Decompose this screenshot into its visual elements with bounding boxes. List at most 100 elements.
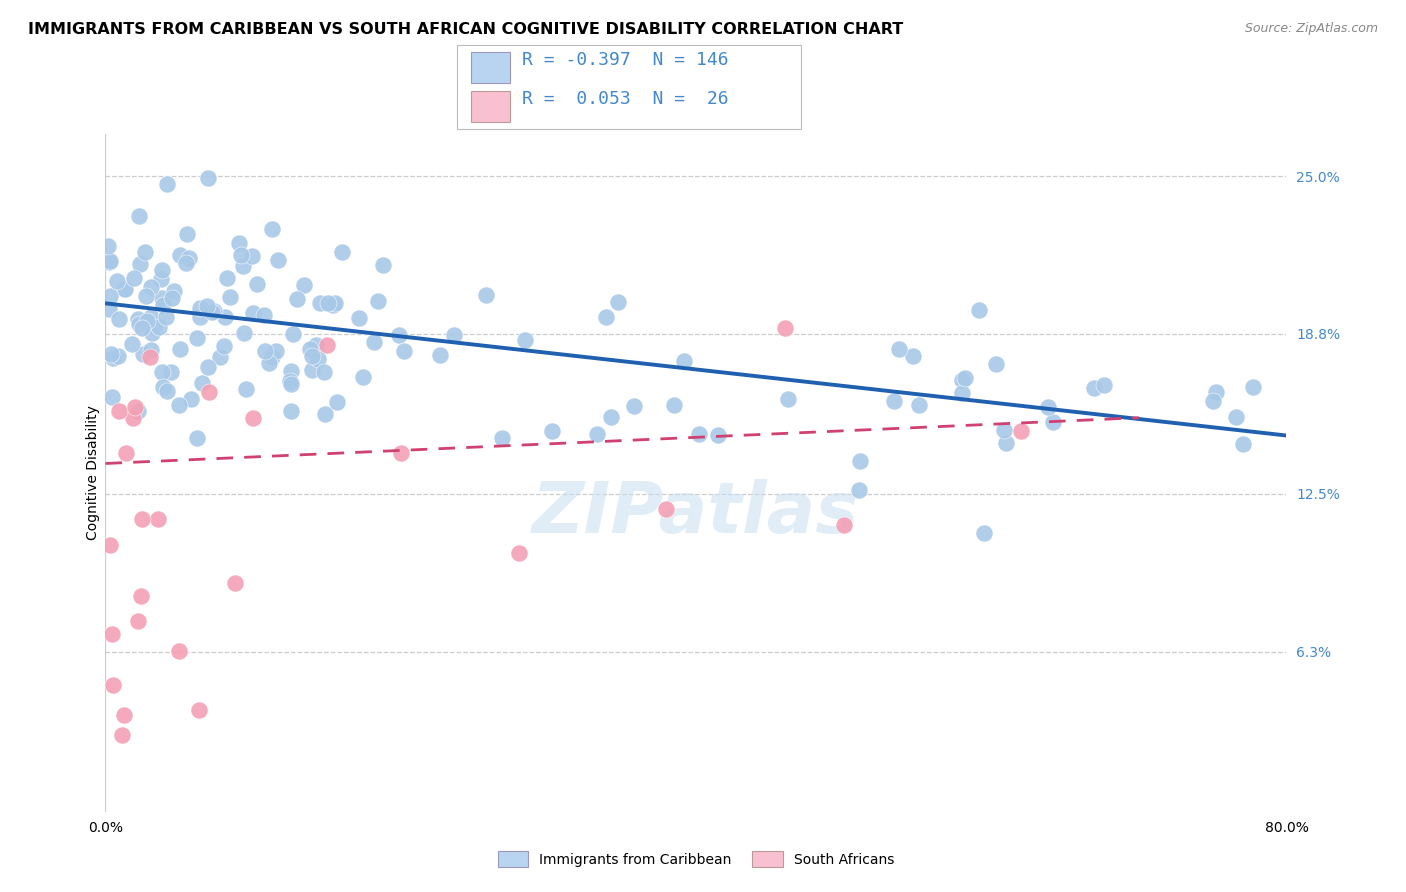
Point [98,301,121,316]
Point [150,291,173,305]
Point [101,678,124,692]
Point [347,310,370,325]
Point [235,382,257,396]
Point [208,350,231,364]
Point [1092,378,1115,392]
Point [688,427,710,442]
Point [135,289,157,303]
Point [146,512,169,526]
Point [240,249,263,263]
Point [148,319,170,334]
Point [307,351,329,366]
Point [197,171,219,186]
Point [655,501,678,516]
Point [190,310,212,325]
Point [180,392,202,406]
Point [264,344,287,359]
Point [950,386,973,401]
Point [363,335,385,350]
Point [124,400,146,414]
Point [190,301,212,316]
Point [232,259,254,273]
Point [107,349,129,363]
Point [98,538,121,552]
Point [1232,437,1254,451]
Text: R = -0.397  N = 146: R = -0.397 N = 146 [522,51,728,69]
Point [832,518,855,533]
Text: R =  0.053  N =  26: R = 0.053 N = 26 [522,90,728,108]
Point [278,375,301,389]
Point [540,425,562,439]
Point [214,310,236,325]
Point [887,343,910,357]
Point [107,312,129,326]
Point [316,296,339,310]
Point [127,614,149,628]
Point [101,390,124,404]
Point [139,343,162,358]
Point [283,327,305,342]
Point [298,342,321,356]
Point [429,347,451,361]
Point [330,244,353,259]
Point [1205,384,1227,399]
Point [849,454,872,468]
Point [152,379,174,393]
Point [1083,380,1105,394]
Point [136,314,159,328]
Point [595,310,617,324]
Point [280,404,302,418]
Point [389,446,412,460]
Point [186,431,208,445]
Point [315,338,337,352]
Point [156,177,179,191]
Point [267,252,290,267]
Point [150,365,173,379]
Point [127,404,149,418]
Point [908,398,931,412]
Point [152,298,174,312]
Point [105,275,128,289]
Point [1225,410,1247,425]
Point [111,729,134,743]
Point [186,331,208,345]
Point [160,365,183,379]
Point [986,357,1008,371]
Point [322,298,344,312]
Point [848,483,870,497]
Point [98,254,121,268]
Point [901,349,924,363]
Point [142,318,165,333]
Point [169,248,191,262]
Point [953,371,976,385]
Y-axis label: Cognitive Disability: Cognitive Disability [86,405,100,541]
Text: IMMIGRANTS FROM CARIBBEAN VS SOUTH AFRICAN COGNITIVE DISABILITY CORRELATION CHAR: IMMIGRANTS FROM CARIBBEAN VS SOUTH AFRIC… [28,22,904,37]
Point [662,398,685,412]
Text: Source: ZipAtlas.com: Source: ZipAtlas.com [1244,22,1378,36]
Point [160,291,183,305]
Point [508,546,530,560]
Point [305,338,328,352]
Point [131,511,153,525]
Point [950,373,973,387]
Point [98,289,121,303]
Point [242,410,264,425]
Point [112,708,135,723]
Point [1036,401,1059,415]
Point [309,296,332,310]
Point [150,263,173,277]
Point [128,317,150,331]
Point [138,350,162,364]
Point [707,428,730,442]
Legend: Immigrants from Caribbean, South Africans: Immigrants from Caribbean, South African… [492,846,900,872]
Point [141,326,163,340]
Point [672,354,695,368]
Point [773,321,796,335]
Point [883,394,905,409]
Point [174,255,197,269]
Point [156,384,179,399]
Point [98,253,121,268]
Point [280,377,302,392]
Point [475,288,498,302]
Point [149,272,172,286]
